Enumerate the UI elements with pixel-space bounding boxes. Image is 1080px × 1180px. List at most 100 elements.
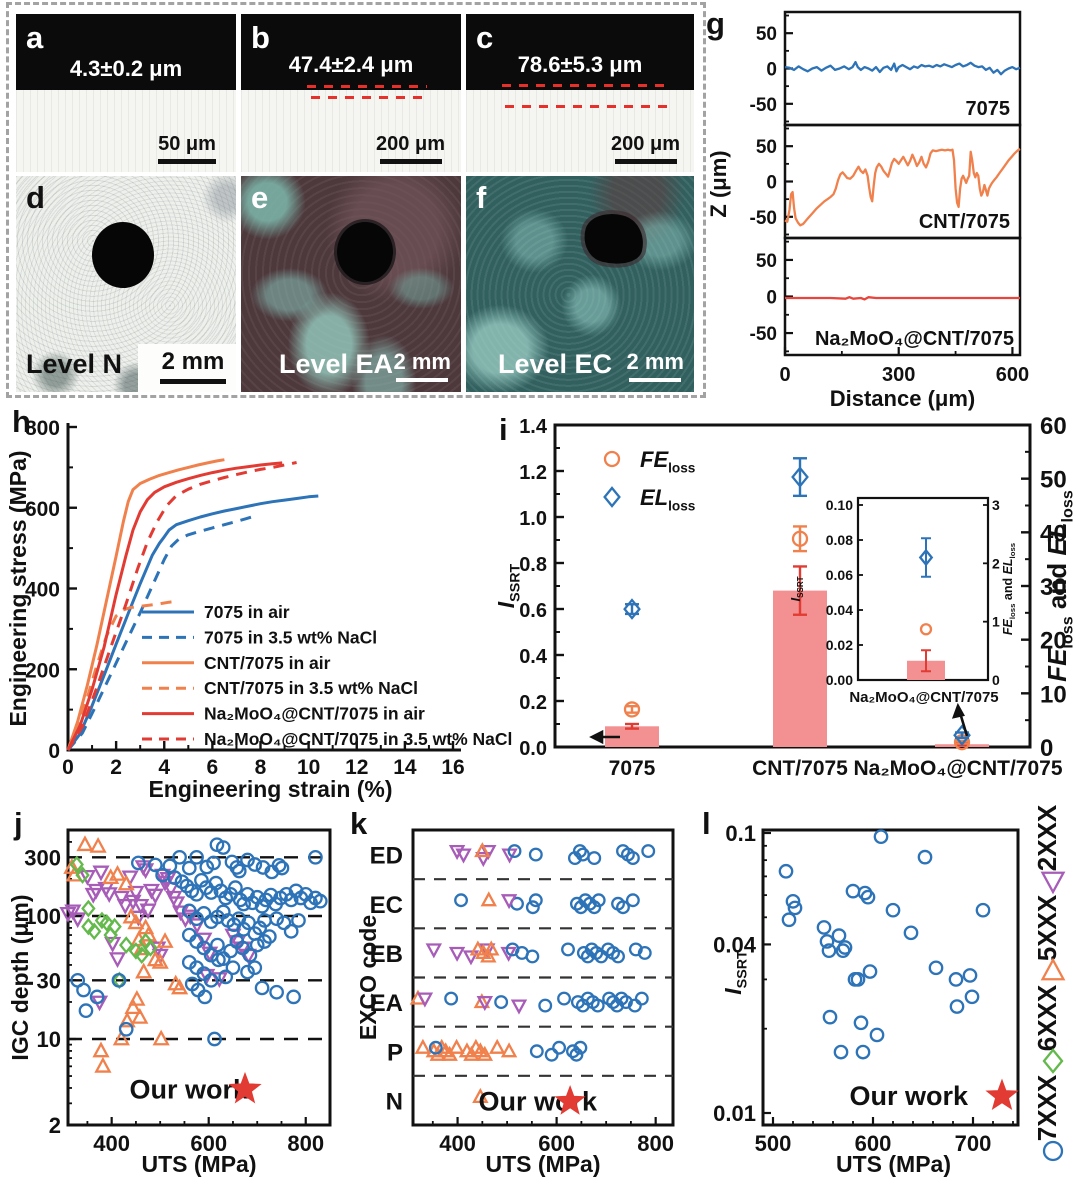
inset-ytick-right: 3 <box>992 497 1000 513</box>
j-xtick: 600 <box>190 1131 227 1156</box>
profile-line <box>784 148 1021 227</box>
g-ytick: -50 <box>750 95 777 116</box>
h-xtick: 6 <box>207 756 219 779</box>
scale-bar-c-label: 200 μm <box>611 133 680 155</box>
micrograph-c-alloy <box>466 90 694 172</box>
j-point-7XXX <box>254 980 270 996</box>
j-point-7XXX <box>189 849 204 865</box>
k-point-5XXX <box>480 947 497 963</box>
j-point-7XXX <box>308 849 323 865</box>
j-point-6XXX <box>81 899 96 918</box>
l-point-7XXX <box>837 940 853 955</box>
i-ytick-left: 1.2 <box>519 462 547 484</box>
panel-letter-h: h <box>12 404 31 439</box>
h-ytick: 200 <box>25 659 60 682</box>
k-point-7XXX <box>566 1044 580 1059</box>
k-point-2XXX <box>500 946 517 962</box>
k-our-work-star <box>554 1084 586 1115</box>
l-xtick: 500 <box>755 1131 792 1156</box>
inset-ytick-right: 1 <box>992 614 1000 630</box>
j-point-7XXX <box>210 937 225 953</box>
panel-i-chart: 0.00.20.40.60.81.01.21.40102030405060FEl… <box>493 413 1076 780</box>
exco-photo-level-ec: f Level EC 2 mm <box>466 176 694 392</box>
inset-ytick-left: 0.02 <box>826 637 853 653</box>
l-point-7XXX <box>917 849 933 865</box>
i-EL_loss-marker <box>623 598 641 620</box>
scale-bar-d: 2 mm <box>160 348 226 384</box>
g-xtick: 0 <box>779 364 790 386</box>
k-point-7XXX <box>507 844 522 859</box>
k-point-7XXX <box>580 949 595 964</box>
l-point-7XXX <box>949 999 965 1014</box>
j-point-5XXX <box>118 1011 136 1028</box>
k-point-7XXX <box>557 991 571 1006</box>
panel-j-chart: 2 10 30 100 300 400 600 800 Our work UTS (MPa) IGC… <box>7 828 332 1177</box>
j-point-5XXX <box>102 868 120 885</box>
l-point-7XXX <box>964 989 980 1005</box>
l-point-7XXX <box>822 1009 838 1025</box>
panel-letter-c: c <box>476 20 494 55</box>
exco-photo-level-n: d Level N 2 mm <box>16 176 236 392</box>
j-point-5XXX <box>89 836 107 853</box>
inset-ylabel-right: FEloss and ELloss <box>1001 543 1017 635</box>
j-point-6XXX <box>99 914 115 932</box>
igc-depth-annotation-a: 4.3±0.2 μm <box>69 56 183 81</box>
panel-letter-l: l <box>702 806 711 841</box>
k-point-7XXX <box>552 1040 567 1055</box>
k-point-2XXX <box>475 851 492 868</box>
j-point-6XXX <box>138 932 153 951</box>
j-point-7XXX <box>172 849 187 865</box>
scale-bar-b-line <box>379 159 442 164</box>
k-point-2XXX <box>500 894 518 910</box>
h-ytick: 800 <box>25 417 60 440</box>
k-point-7XXX <box>525 900 540 915</box>
j-point-7XXX <box>131 855 146 871</box>
k-xtick: 800 <box>637 1131 674 1156</box>
l-point-7XXX <box>781 912 797 928</box>
j-point-7XXX <box>189 886 204 902</box>
k-point-7XXX <box>625 893 640 908</box>
k-point-5XXX <box>500 1042 518 1058</box>
j-point-7XXX <box>257 934 272 949</box>
l-frame <box>761 828 1020 1127</box>
j-point-7XXX <box>274 860 290 876</box>
i-FE_loss-marker <box>623 701 641 718</box>
j-point-7XXX <box>247 857 263 872</box>
l-point-7XXX <box>831 928 847 943</box>
k-point-7XXX <box>591 893 606 908</box>
j-point-7XXX <box>225 960 241 976</box>
h-xtick: 12 <box>345 756 368 779</box>
h-ytick: 600 <box>25 498 60 521</box>
h-axes <box>66 423 461 752</box>
k-point-7XXX <box>561 942 575 957</box>
h-legend-label: 7075 in 3.5 wt% NaCl <box>204 627 377 647</box>
l-xtick: 600 <box>855 1131 892 1156</box>
l-point-7XXX <box>962 968 978 983</box>
h-curve <box>66 599 179 751</box>
g-ytick: 50 <box>756 137 777 158</box>
j-point-7XXX <box>111 972 127 988</box>
depth-marker-line-b-lower <box>311 96 429 99</box>
k-point-5XXX <box>414 1038 432 1054</box>
j-point-7XXX <box>181 903 197 919</box>
j-point-7XXX <box>228 880 243 895</box>
inset-ytick-left: 0.10 <box>826 497 853 513</box>
panel-letter-b: b <box>251 20 270 55</box>
k-point-2XXX <box>476 995 494 1012</box>
l-point-7XXX <box>833 1044 849 1060</box>
legend-marker-2XXX <box>1040 871 1066 895</box>
h-curve <box>66 461 297 751</box>
specimen-hole-d <box>92 222 154 288</box>
i-EL_loss-marker <box>791 466 809 488</box>
k-point-2XXX <box>416 992 434 1008</box>
j-point-7XXX <box>76 982 91 998</box>
scale-bar-e-line <box>396 378 449 382</box>
i-legend-el-label: ELloss <box>640 485 696 513</box>
j-point-7XXX <box>197 989 213 1005</box>
j-point-6XXX <box>86 922 102 941</box>
k-point-7XXX <box>528 893 543 908</box>
l-ytick: 0.1 <box>725 821 756 846</box>
l-point-7XXX <box>860 889 876 905</box>
j-point-7XXX <box>194 872 209 888</box>
